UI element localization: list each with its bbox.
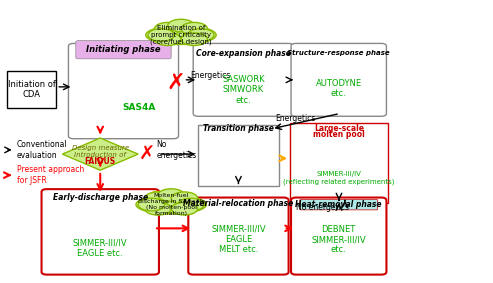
Ellipse shape — [171, 202, 198, 215]
FancyBboxPatch shape — [300, 200, 378, 210]
Ellipse shape — [145, 192, 171, 205]
FancyBboxPatch shape — [188, 198, 288, 275]
Text: DEBNET
SIMMER-III/IV
etc.: DEBNET SIMMER-III/IV etc. — [312, 225, 366, 254]
Ellipse shape — [154, 22, 181, 35]
Text: SAS4A: SAS4A — [123, 103, 156, 112]
FancyBboxPatch shape — [69, 43, 178, 139]
Ellipse shape — [146, 25, 216, 44]
Text: No energetics: No energetics — [296, 203, 349, 212]
Circle shape — [151, 191, 162, 198]
Text: AUTODYNE
etc.: AUTODYNE etc. — [316, 79, 362, 98]
Ellipse shape — [136, 195, 207, 214]
Ellipse shape — [158, 189, 184, 201]
Text: Core-expansion phase: Core-expansion phase — [196, 49, 291, 58]
Text: ✗: ✗ — [167, 73, 185, 93]
Polygon shape — [62, 138, 138, 170]
Text: Design measure
Introduction of: Design measure Introduction of — [71, 145, 129, 158]
Text: Transition phase: Transition phase — [203, 125, 274, 133]
Ellipse shape — [171, 192, 198, 205]
FancyBboxPatch shape — [41, 189, 159, 275]
Text: Energetics: Energetics — [191, 71, 231, 80]
Text: Present approach
for JSFR: Present approach for JSFR — [17, 166, 84, 185]
Text: Energetics: Energetics — [276, 114, 316, 123]
Text: SIMMER-III/IV
(reflecting related experiments): SIMMER-III/IV (reflecting related experi… — [283, 171, 395, 185]
Text: FAIDUS: FAIDUS — [85, 156, 116, 166]
Text: Heat-removal phase: Heat-removal phase — [295, 200, 382, 209]
FancyBboxPatch shape — [76, 41, 171, 59]
Text: Material-relocation phase: Material-relocation phase — [183, 199, 293, 208]
Ellipse shape — [154, 33, 181, 46]
Ellipse shape — [138, 198, 165, 211]
Text: Large-scale: Large-scale — [314, 125, 364, 133]
Text: SIMMER-III/IV
EAGLE
MELT etc.: SIMMER-III/IV EAGLE MELT etc. — [211, 225, 266, 254]
Text: Structure-response phase: Structure-response phase — [287, 50, 390, 56]
Text: Initiating phase: Initiating phase — [86, 45, 161, 54]
Ellipse shape — [145, 202, 171, 215]
Ellipse shape — [181, 33, 208, 46]
Text: SIMMER-III/IV
EAGLE etc.: SIMMER-III/IV EAGLE etc. — [73, 238, 128, 258]
FancyBboxPatch shape — [291, 198, 387, 275]
Text: Initiation of
CDA: Initiation of CDA — [8, 80, 56, 99]
Text: No
energetics: No energetics — [156, 140, 197, 160]
Text: Early-discharge phase: Early-discharge phase — [53, 193, 148, 202]
Ellipse shape — [178, 198, 204, 211]
Ellipse shape — [181, 22, 208, 35]
Text: Elimination of
prompt criticality
(core/fuel design): Elimination of prompt criticality (core/… — [150, 25, 212, 45]
Text: ✗: ✗ — [139, 145, 155, 164]
FancyBboxPatch shape — [291, 43, 387, 116]
Text: Conventional
evaluation: Conventional evaluation — [17, 140, 68, 160]
Ellipse shape — [168, 19, 194, 32]
FancyBboxPatch shape — [290, 123, 388, 203]
Ellipse shape — [148, 29, 175, 41]
Text: molten pool: molten pool — [313, 130, 365, 139]
Text: Molten-fuel
discharge in SA scale
(No molten-pool
formation): Molten-fuel discharge in SA scale (No mo… — [138, 193, 205, 216]
Text: SASWORK
SIMWORK
etc.: SASWORK SIMWORK etc. — [222, 75, 265, 104]
FancyBboxPatch shape — [7, 71, 56, 108]
FancyBboxPatch shape — [198, 125, 279, 186]
Ellipse shape — [187, 29, 214, 41]
FancyBboxPatch shape — [193, 43, 293, 116]
